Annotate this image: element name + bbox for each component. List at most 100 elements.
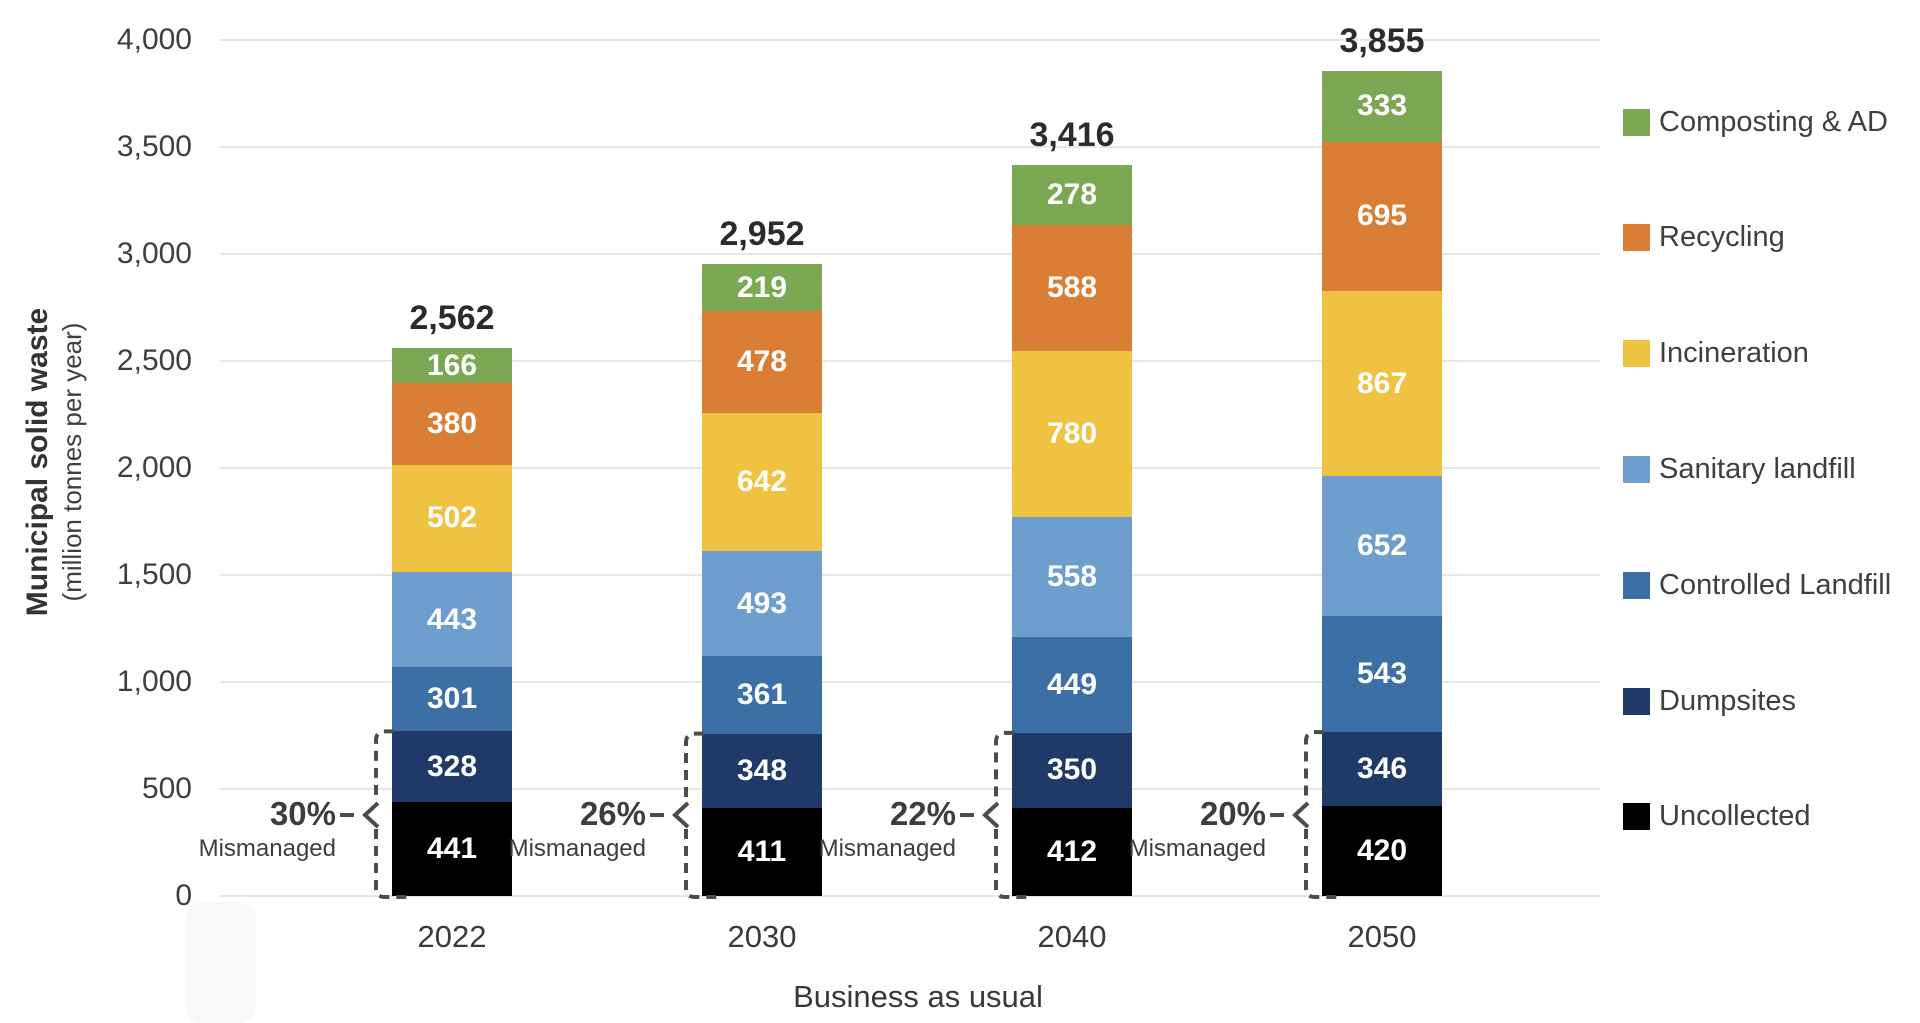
segment-value: 219: [736, 270, 788, 304]
segment-value: 278: [1046, 177, 1098, 211]
legend-item-controlled-landfill: Controlled Landfill: [1623, 567, 1891, 603]
bar-2040-segment-incineration: 780: [1012, 350, 1132, 518]
bar-2022-segment-recycling: 380: [392, 383, 512, 465]
mismanaged-annotation-2030: 26% Mismanaged: [346, 795, 646, 865]
mismanaged-percent: 22%: [889, 795, 956, 832]
segment-value: 558: [1046, 560, 1098, 594]
segment-value: 588: [1046, 270, 1098, 304]
legend-label: Composting & AD: [1659, 105, 1888, 138]
legend-label: Incineration: [1659, 337, 1809, 370]
legend-label: Uncollected: [1659, 800, 1811, 833]
gridline: [220, 895, 1600, 897]
mismanaged-label: Mismanaged: [1128, 835, 1266, 862]
segment-value: 166: [426, 348, 478, 382]
mismanaged-percent: 30%: [269, 795, 336, 832]
bar-2050-segment-controlled-landfill: 543: [1322, 615, 1442, 733]
gridline: [220, 39, 1600, 41]
segment-value: 443: [426, 602, 478, 636]
bar-2050-segment-composting-ad: 333: [1322, 70, 1442, 143]
mismanaged-bracket-arrow-2050: [1270, 801, 1310, 829]
bar-2030-segment-recycling: 478: [702, 311, 822, 414]
segment-value: 301: [426, 682, 478, 716]
bar-2040-segment-recycling: 588: [1012, 224, 1132, 351]
legend-item-incineration: Incineration: [1623, 336, 1809, 372]
legend-label: Dumpsites: [1659, 684, 1796, 717]
mismanaged-annotation-2022: 30% Mismanaged: [36, 795, 336, 865]
legend-label: Recycling: [1659, 221, 1785, 254]
legend-swatch-incineration-icon: [1623, 340, 1650, 368]
y-tick-label: 2,500: [116, 344, 192, 377]
x-tick-label-2040: 2040: [1037, 919, 1107, 954]
gridline: [220, 574, 1600, 576]
y-tick-label: 2,000: [116, 451, 192, 484]
legend-item-composting-ad: Composting & AD: [1623, 104, 1888, 140]
bar-2022-segment-controlled-landfill: 301: [392, 667, 512, 732]
y-tick-label: 3,500: [116, 130, 192, 163]
mismanaged-label: Mismanaged: [508, 835, 646, 862]
gridline: [220, 788, 1600, 790]
legend-item-recycling: Recycling: [1623, 220, 1785, 256]
segment-value: 478: [736, 345, 788, 379]
bar-2022-segment-uncollected: 441: [392, 801, 512, 896]
legend-swatch-dumpsites-icon: [1623, 687, 1650, 715]
segment-value: 502: [426, 501, 478, 535]
background-artifact: [186, 902, 256, 1023]
x-axis-title: Business as usual: [793, 979, 1043, 1014]
segment-value: 412: [1046, 834, 1098, 868]
bar-2040-segment-dumpsites: 350: [1012, 732, 1132, 808]
bar-2030-segment-controlled-landfill: 361: [702, 656, 822, 734]
x-tick-label-2030: 2030: [727, 919, 797, 954]
segment-value: 642: [736, 465, 788, 499]
segment-value: 780: [1046, 416, 1098, 450]
segment-value: 493: [736, 586, 788, 620]
bar-2040-segment-sanitary-landfill: 558: [1012, 517, 1132, 637]
bar-2022-segment-sanitary-landfill: 443: [392, 572, 512, 667]
gridline: [220, 467, 1600, 469]
legend-label: Sanitary landfill: [1659, 452, 1856, 485]
segment-value: 695: [1356, 199, 1408, 233]
bar-2040-total: 3,416: [1029, 116, 1115, 155]
bar-2022-total: 2,562: [409, 298, 495, 337]
y-tick-label: 500: [141, 772, 192, 805]
mismanaged-percent: 26%: [579, 795, 646, 832]
bar-2022-segment-incineration: 502: [392, 464, 512, 573]
y-tick-label: 3,000: [116, 237, 192, 270]
bar-2030-segment-dumpsites: 348: [702, 733, 822, 809]
bar-2030-segment-incineration: 642: [702, 413, 822, 551]
bar-2050-segment-incineration: 867: [1322, 290, 1442, 477]
legend-swatch-controlled-landfill-icon: [1623, 571, 1650, 599]
x-tick-label-2050: 2050: [1347, 919, 1417, 954]
bar-2050-segment-dumpsites: 346: [1322, 732, 1442, 807]
legend-swatch-recycling-icon: [1623, 224, 1650, 252]
bar-2030-segment-uncollected: 411: [702, 808, 822, 896]
legend-item-dumpsites: Dumpsites: [1623, 683, 1796, 719]
bar-2050-segment-sanitary-landfill: 652: [1322, 476, 1442, 616]
y-tick-label: 0: [175, 879, 192, 912]
segment-value: 348: [736, 753, 788, 787]
segment-value: 441: [426, 831, 478, 865]
mismanaged-annotation-2040: 22% Mismanaged: [656, 795, 956, 865]
mismanaged-percent: 20%: [1199, 795, 1266, 832]
segment-value: 449: [1046, 667, 1098, 701]
bar-2030-segment-composting-ad: 219: [702, 264, 822, 312]
y-tick-label: 1,500: [116, 558, 192, 591]
segment-value: 328: [426, 749, 478, 783]
segment-value: 420: [1356, 834, 1408, 868]
chart-legend: Composting & AD Recycling Incineration Sani…: [1623, 0, 1920, 1023]
bar-2050-total: 3,855: [1339, 21, 1425, 60]
legend-label: Controlled Landfill: [1659, 568, 1892, 601]
bar-2040-segment-composting-ad: 278: [1012, 165, 1132, 225]
segment-value: 346: [1356, 752, 1408, 786]
bar-2040-segment-controlled-landfill: 449: [1012, 636, 1132, 733]
segment-value: 350: [1046, 753, 1098, 787]
y-tick-label: 1,000: [116, 665, 192, 698]
bar-2030-segment-sanitary-landfill: 493: [702, 550, 822, 657]
gridline: [220, 360, 1600, 362]
mismanaged-annotation-2050: 20% Mismanaged: [966, 795, 1266, 865]
bar-2050-segment-uncollected: 420: [1322, 806, 1442, 896]
segment-value: 652: [1356, 529, 1408, 563]
bar-2050-segment-recycling: 695: [1322, 142, 1442, 291]
mismanaged-label: Mismanaged: [198, 835, 336, 862]
bar-2030-total: 2,952: [719, 215, 805, 254]
